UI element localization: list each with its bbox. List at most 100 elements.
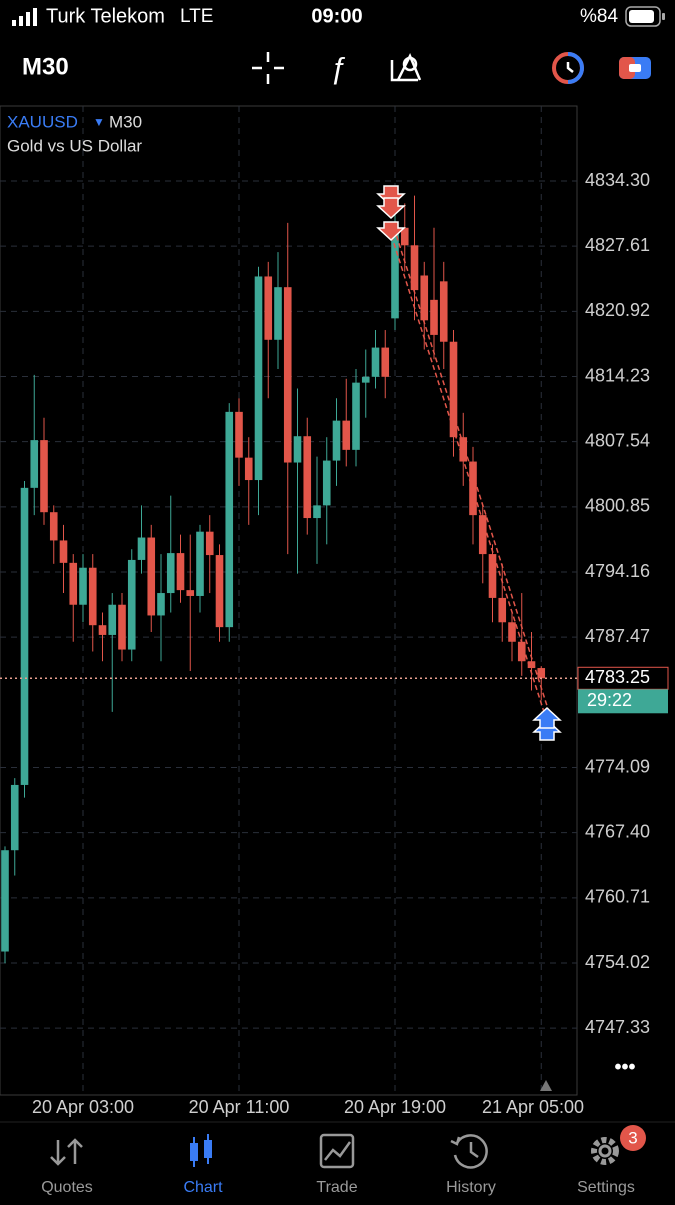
candle-body <box>430 299 438 335</box>
candle-body <box>176 553 185 591</box>
tab-label[interactable]: Chart <box>183 1179 223 1196</box>
candle-body <box>1 850 9 952</box>
candle-body <box>254 276 263 481</box>
candle-body <box>10 784 19 851</box>
candle-body <box>439 281 448 342</box>
objects-button[interactable] <box>390 52 422 82</box>
y-tick-label: 4767.40 <box>585 821 650 841</box>
candle-body <box>400 227 409 246</box>
symbol-dropdown[interactable]: ▼ <box>93 115 105 129</box>
y-tick-label: 4754.02 <box>585 952 650 972</box>
candle-body <box>537 668 546 679</box>
candle-body <box>108 604 117 635</box>
candle-body <box>274 287 282 340</box>
candle-body <box>342 420 351 450</box>
candle-body <box>293 436 302 463</box>
x-tick-label: 20 Apr 11:00 <box>189 1097 290 1117</box>
y-tick-label: 4834.30 <box>585 170 650 190</box>
carrier: Turk Telekom <box>46 5 165 27</box>
y-tick-label: 4800.85 <box>585 496 650 516</box>
tab-icon-chart <box>190 1134 212 1167</box>
candle-body <box>488 554 497 598</box>
candle-body <box>196 531 204 596</box>
tab-label[interactable]: Trade <box>316 1179 357 1196</box>
candle-body <box>157 593 165 616</box>
candle-body <box>527 661 536 669</box>
candle-body <box>69 562 78 605</box>
toolbar: M30 ƒ <box>22 52 651 85</box>
timeframe: M30 <box>109 112 142 131</box>
x-tick-label: 21 Apr 05:00 <box>482 1097 584 1117</box>
indicators-button[interactable]: ƒ <box>330 52 347 85</box>
crosshair-button[interactable] <box>252 52 284 84</box>
symbol[interactable]: XAUUSD <box>7 112 78 131</box>
candle-body <box>147 537 156 616</box>
candle-body <box>332 420 341 461</box>
x-tick-label: 20 Apr 19:00 <box>344 1097 446 1117</box>
x-tick-label: 20 Apr 03:00 <box>32 1097 134 1117</box>
candle-body <box>264 276 273 340</box>
symbol-description: Gold vs US Dollar <box>7 136 142 155</box>
clock: 09:00 <box>311 5 362 27</box>
network: LTE <box>180 6 213 27</box>
battery-level: %84 <box>580 6 618 27</box>
candle-body <box>313 505 321 519</box>
y-tick-label: 4807.54 <box>585 430 650 450</box>
tab-bar: 3 Quotes Chart Trade History Settings <box>0 1121 675 1196</box>
tab-icon-trade <box>319 1133 355 1169</box>
candle-body <box>420 275 429 321</box>
tab-icon-settings <box>591 1137 619 1165</box>
chart: 4834.30 4827.61 4820.92 4814.23 4807.54 4800.… <box>0 105 669 1117</box>
scroll-marker <box>540 1080 552 1091</box>
candle-body <box>20 487 29 785</box>
settings-badge <box>620 1125 646 1151</box>
candle-body <box>391 227 399 319</box>
current-price-label: 4783.25 <box>585 667 650 687</box>
candle-body <box>459 437 468 462</box>
tab-label[interactable]: History <box>446 1179 496 1196</box>
tab-icon-quotes <box>50 1138 83 1166</box>
candle-body <box>478 515 487 555</box>
candle-body <box>410 245 419 291</box>
y-tick-label: 4774.09 <box>585 756 650 776</box>
candle-body <box>30 440 39 488</box>
countdown-box <box>578 689 668 714</box>
y-tick-label: 4760.71 <box>585 887 650 907</box>
candle-body <box>352 382 360 450</box>
y-tick-label: 4747.33 <box>585 1017 650 1037</box>
candle-body <box>205 531 214 556</box>
candle-body <box>283 287 292 463</box>
y-tick-label: 4794.16 <box>585 561 650 581</box>
candle-body <box>49 512 58 541</box>
candle-body <box>215 555 224 628</box>
tab-label[interactable]: Quotes <box>41 1179 93 1196</box>
candle-body <box>98 625 107 635</box>
timeframe-button[interactable]: M30 <box>22 53 69 80</box>
tab-label[interactable]: Settings <box>577 1179 635 1196</box>
candle-body <box>59 540 68 563</box>
candle-body <box>186 590 195 596</box>
one-click-button[interactable] <box>552 52 584 84</box>
candle-body <box>449 341 458 438</box>
settings-badge-count: 3 <box>628 1128 637 1147</box>
candle-body <box>166 553 175 594</box>
candle-body <box>508 622 516 642</box>
candle-body <box>371 347 380 377</box>
candle-body <box>40 440 48 513</box>
candle-body <box>244 457 253 481</box>
candle-body <box>118 604 126 650</box>
candle-body <box>235 411 243 458</box>
candle-body <box>88 567 97 626</box>
countdown-label: 29:22 <box>587 690 632 710</box>
tab-icon-history <box>450 1134 488 1169</box>
candle-body <box>303 436 312 519</box>
candle-body <box>322 460 331 506</box>
trade-button[interactable] <box>619 57 651 79</box>
more-button[interactable]: ••• <box>614 1056 635 1078</box>
candle-body <box>361 376 370 383</box>
candle-body <box>381 347 390 377</box>
trade-history-markers <box>376 185 562 741</box>
candle-body <box>498 597 507 623</box>
